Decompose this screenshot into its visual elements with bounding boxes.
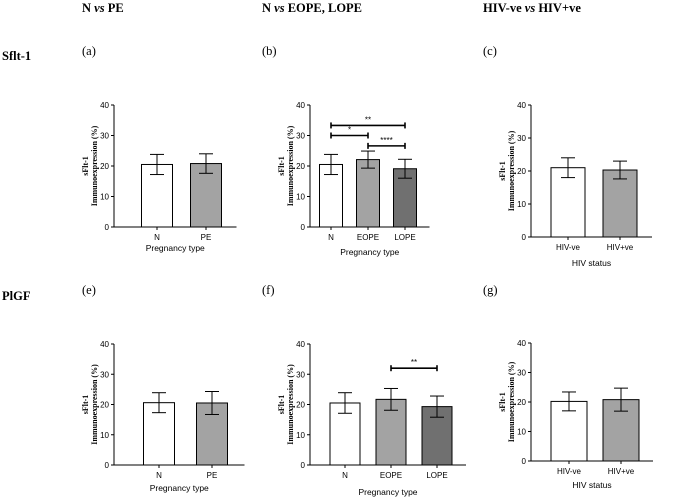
y-tick-label: 0	[301, 461, 306, 470]
y-tick-label: 40	[100, 101, 109, 110]
row-header-sflt1: Sflt-1	[2, 49, 31, 63]
panel-label: (a)	[82, 44, 96, 58]
bar-pe	[190, 163, 222, 228]
y-tick-label: 20	[517, 167, 526, 176]
x-tick-label: N	[154, 233, 160, 242]
x-tick-label: LOPE	[394, 233, 415, 242]
y-axis-label: sFlt-1Immunoexpression (%)	[498, 361, 516, 442]
column-header-3: HIV-ve vs HIV+ve	[483, 1, 581, 15]
x-tick-label: N	[156, 471, 162, 480]
y-tick-label: 10	[100, 193, 109, 202]
x-tick-label: EOPE	[357, 233, 379, 242]
y-tick-label: 20	[100, 401, 109, 410]
panel-label: (b)	[262, 44, 277, 58]
row-header-plgf: PlGF	[2, 289, 31, 303]
y-tick-label: 40	[100, 340, 109, 349]
y-tick-label: 40	[296, 340, 305, 349]
panel-label: (g)	[483, 283, 498, 297]
y-axis-label: sFlt-1Immunoexpression (%)	[277, 364, 295, 445]
x-tick-label: HIV-ve	[556, 243, 581, 252]
panel-label: (e)	[82, 283, 96, 297]
y-tick-label: 30	[517, 369, 526, 378]
y-axis-label: sFlt-1Immunoexpression (%)	[277, 125, 295, 206]
x-axis-label: Pregnancy type	[340, 247, 399, 257]
significance-label: *	[348, 126, 351, 135]
panel-b: (b) 0 10 20 30 40 sFlt-1Immunoexpression (%) N E…	[262, 44, 430, 257]
y-tick-label: 10	[296, 431, 305, 440]
panel-g: (g) 0 10 20 30 40 sFlt-1Immunoexpression (%) HI…	[483, 283, 653, 490]
y-tick-label: 0	[301, 223, 306, 232]
y-tick-label: 10	[100, 431, 109, 440]
y-tick-label: 10	[296, 193, 305, 202]
bar-eope	[356, 159, 380, 228]
y-tick-label: 0	[105, 461, 110, 470]
panel-f: (f) 0 10 20 30 40 sFlt-1Immunoexpression (%) N E…	[262, 283, 466, 497]
y-axis-label: sFlt-1Immunoexpression (%)	[81, 125, 99, 206]
y-tick-label: 20	[517, 398, 526, 407]
y-tick-label: 40	[517, 101, 526, 110]
bar-hiv-ve	[550, 167, 586, 238]
panel-label: (c)	[483, 44, 497, 58]
x-axis-label: Pregnancy type	[150, 483, 209, 493]
x-axis-label: HIV status	[572, 258, 611, 268]
x-tick-label: HIV+ve	[608, 467, 635, 476]
y-tick-label: 20	[100, 162, 109, 171]
y-tick-label: 0	[522, 233, 527, 242]
x-axis-label: Pregnancy type	[358, 487, 417, 497]
y-tick-label: 20	[296, 162, 305, 171]
y-tick-label: 30	[100, 132, 109, 141]
y-tick-label: 10	[517, 200, 526, 209]
x-tick-label: LOPE	[426, 471, 447, 480]
y-tick-label: 0	[522, 457, 527, 466]
column-header-1: N vs PE	[82, 1, 124, 15]
x-tick-label: HIV-ve	[557, 467, 582, 476]
y-axis-label: sFlt-1Immunoexpression (%)	[498, 130, 516, 211]
y-tick-label: 20	[296, 401, 305, 410]
x-axis-label: Pregnancy type	[146, 243, 205, 253]
x-tick-label: PE	[207, 471, 218, 480]
x-tick-label: HIV+ve	[607, 243, 634, 252]
significance-label: **	[411, 358, 417, 367]
bar-hiv-ve	[602, 169, 638, 238]
column-header-2: N vs EOPE, LOPE	[262, 1, 362, 15]
y-tick-label: 30	[100, 370, 109, 379]
y-tick-label: 40	[517, 339, 526, 348]
y-tick-label: 10	[517, 428, 526, 437]
y-tick-label: 30	[296, 132, 305, 141]
y-tick-label: 30	[517, 134, 526, 143]
y-tick-label: 40	[296, 101, 305, 110]
significance-label: ****	[380, 136, 392, 145]
significance-label: **	[365, 115, 371, 124]
y-axis-label: sFlt-1Immunoexpression (%)	[81, 364, 99, 445]
x-tick-label: EOPE	[380, 471, 402, 480]
x-tick-label: N	[342, 471, 348, 480]
y-tick-label: 30	[296, 370, 305, 379]
x-tick-label: N	[328, 233, 334, 242]
panel-c: (c) 0 10 20 30 40 sFlt-1Immunoexpression (%) HI…	[483, 44, 652, 268]
x-axis-label: HIV status	[572, 480, 611, 490]
panel-label: (f)	[262, 283, 275, 297]
x-tick-label: PE	[201, 233, 212, 242]
y-tick-label: 0	[105, 223, 110, 232]
